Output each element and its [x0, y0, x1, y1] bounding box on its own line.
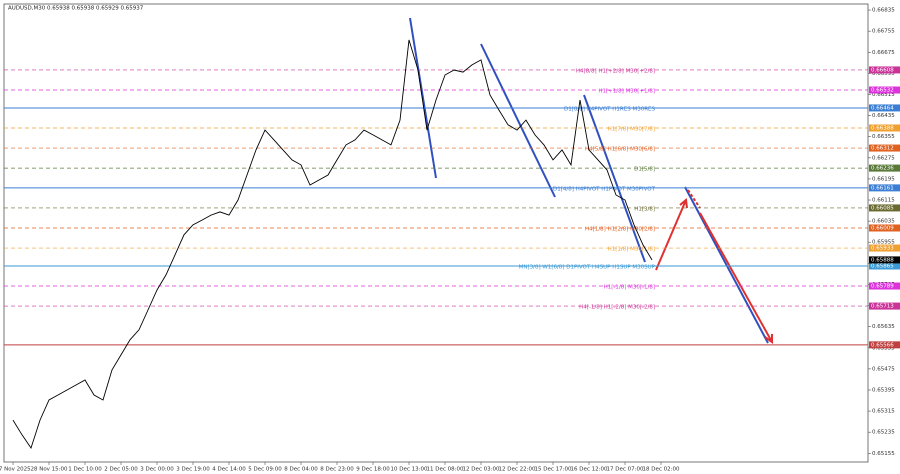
trend-line	[480, 43, 556, 198]
y-tick-label: 0.66275	[872, 155, 895, 161]
forecast-arrow	[655, 199, 687, 271]
level-label: H4[1/8] H1[2/8] M30[2/8]	[585, 226, 655, 232]
price-line	[12, 39, 653, 450]
arrow-head	[764, 334, 773, 344]
x-tick-label: 9 Dec 18:00	[356, 467, 390, 473]
x-tick-label: 2 Dec 05:00	[104, 467, 138, 473]
level-label: H4[5/8] H1[6/8] M30[6/8]	[585, 147, 655, 153]
y-tick-label: 0.66595	[872, 71, 895, 77]
price-tag	[869, 262, 900, 270]
price-tag	[869, 204, 900, 212]
x-tick-label: 1 Dec 10:00	[68, 467, 102, 473]
x-tick-label: 5 Dec 09:00	[248, 467, 282, 473]
price-tag-label: 0.66608	[871, 67, 894, 73]
x-tick-label: 11 Dec 08:00	[427, 467, 464, 473]
x-tick-label: 12 Dec 03:00	[463, 467, 500, 473]
y-tick-label: 0.65395	[872, 387, 895, 393]
price-tag-label: 0.66532	[871, 88, 894, 94]
price-tag-label: 0.65865	[871, 263, 894, 269]
x-tick-label: 27 Nov 2025	[0, 467, 31, 473]
trend-line	[684, 186, 769, 344]
trend-line	[409, 17, 437, 179]
y-tick-label: 0.66435	[872, 113, 895, 119]
price-tag-label: 0.65713	[871, 304, 894, 310]
price-tag	[869, 282, 900, 290]
price-tag-label: 0.65566	[871, 342, 894, 348]
price-tag-label: 0.65933	[871, 246, 894, 252]
price-tag	[869, 302, 900, 310]
x-tick-label: 8 Dec 04:00	[284, 467, 318, 473]
y-tick-label: 0.66035	[872, 219, 895, 225]
x-tick-label: 3 Dec 19:00	[176, 467, 210, 473]
y-tick-label: 0.66355	[872, 134, 895, 140]
last-price-label: 0.65888	[871, 257, 894, 263]
x-tick-label: 4 Dec 14:00	[212, 467, 246, 473]
price-tag	[869, 86, 900, 94]
price-tag-label: 0.65789	[871, 284, 894, 290]
price-tag	[869, 124, 900, 132]
price-tag	[869, 164, 900, 172]
price-tag	[869, 66, 900, 74]
y-tick-label: 0.65315	[872, 409, 895, 415]
trend-line	[583, 94, 646, 263]
plot-frame	[3, 3, 869, 463]
chart-title: AUDUSD,M30 0.65938 0.65938 0.65929 0.659…	[8, 6, 144, 12]
level-label: H1[7/8] M30[7/8]	[608, 126, 655, 132]
x-tick-label: 28 Nov 15:00	[30, 467, 68, 473]
arrow-head	[679, 198, 688, 209]
y-tick-label: 0.66675	[872, 50, 895, 56]
y-tick-label: 0.66515	[872, 92, 895, 98]
price-tag	[869, 104, 900, 112]
price-tag-label: 0.66388	[871, 125, 894, 131]
price-tag-label: 0.66161	[871, 185, 894, 191]
price-tag	[869, 244, 900, 252]
y-tick-label: 0.65475	[872, 366, 895, 372]
y-tick-label: 0.66195	[872, 176, 895, 182]
price-tag	[869, 144, 900, 152]
level-label: H4[8/8] H1[+2/8] M30[+2/8]	[576, 68, 655, 74]
x-tick-label: 8 Dec 23:00	[320, 467, 354, 473]
price-tag	[869, 341, 900, 349]
price-tag-label: 0.66236	[871, 166, 894, 172]
level-label: H1[-1/8] M30[-1/8]	[604, 285, 655, 291]
x-tick-label: 12 Dec 22:00	[499, 467, 536, 473]
level-label: MN[3/8] W1[6/8] D1PIVOT H4SUP H1SUP M30S…	[519, 264, 656, 270]
x-tick-label: 18 Dec 02:00	[643, 467, 680, 473]
level-label: H1[3/8]	[634, 206, 655, 212]
level-label: D1[4/8] H4PIVOT H1PIVOT M30PIVOT	[553, 186, 656, 192]
forecast-arrow	[699, 212, 773, 343]
level-label: H1[+1/8] M30[+1/8]	[598, 89, 655, 95]
trend-lines	[409, 17, 769, 344]
price-tag-label: 0.66085	[871, 205, 894, 211]
level-label: D1[5/8]	[634, 167, 655, 173]
price-tag-label: 0.66009	[871, 225, 894, 231]
y-tick-label: 0.66115	[872, 198, 895, 204]
x-tick-label: 16 Dec 12:00	[571, 467, 608, 473]
level-label: D1[8/8] H4PIVOT H1RES M30RES	[564, 106, 656, 112]
price-tag-label: 0.66312	[871, 146, 894, 152]
y-tick-label: 0.65155	[872, 451, 895, 457]
y-tick-label: 0.65635	[872, 324, 895, 330]
level-label: H1[1/8] M30[1/8]	[608, 247, 655, 253]
forecast-dash	[687, 189, 701, 209]
y-tick-label: 0.65235	[872, 430, 895, 436]
price-tag-label: 0.66464	[871, 105, 894, 111]
last-price-tag	[869, 256, 900, 264]
level-label: H4[-1/8] H1[-2/8] M30[-2/8]	[579, 305, 655, 311]
x-tick-label: 15 Dec 17:00	[535, 467, 572, 473]
forecast-arrows	[655, 189, 773, 344]
x-tick-label: 10 Dec 13:00	[391, 467, 428, 473]
y-tick-label: 0.65955	[872, 240, 895, 246]
x-tick-label: 3 Dec 00:00	[140, 467, 174, 473]
price-tag	[869, 184, 900, 192]
price-tag	[869, 224, 900, 232]
x-tick-label: 17 Dec 07:00	[607, 467, 644, 473]
y-tick-label: 0.66835	[872, 8, 895, 14]
y-tick-label: 0.66755	[872, 29, 895, 35]
